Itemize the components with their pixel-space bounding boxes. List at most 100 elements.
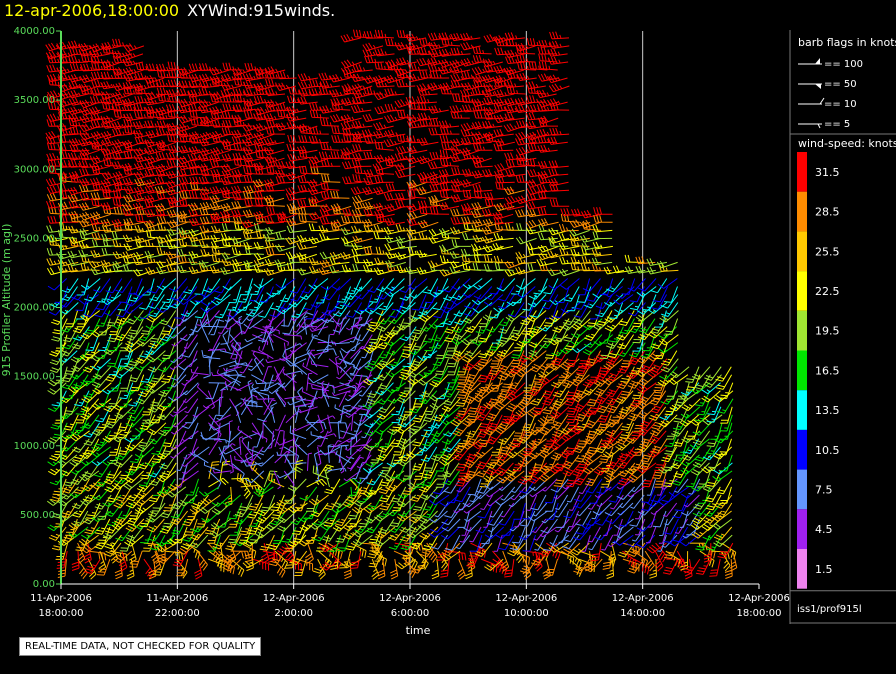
wind-barb xyxy=(426,171,448,181)
wind-barb xyxy=(219,186,241,196)
wind-barb xyxy=(317,451,337,456)
wind-barb xyxy=(521,414,536,432)
wind-barb xyxy=(429,70,450,79)
wind-barb xyxy=(420,422,438,438)
wind-barb xyxy=(62,422,78,439)
wind-barb xyxy=(604,462,624,476)
wind-barb xyxy=(700,542,716,559)
wind-barb xyxy=(414,438,428,456)
wind-barb xyxy=(175,382,188,399)
wind-barb xyxy=(144,120,165,129)
wind-barb xyxy=(390,510,405,527)
wind-barb xyxy=(494,222,514,231)
wind-barb xyxy=(310,294,329,309)
wind-barb xyxy=(539,334,558,349)
wind-barb xyxy=(636,286,657,298)
wind-barb xyxy=(395,224,416,232)
wind-barb xyxy=(123,217,144,227)
wind-barb xyxy=(508,494,525,508)
wind-barb xyxy=(230,558,245,577)
wind-barb xyxy=(336,310,351,325)
wind-barb xyxy=(584,551,593,572)
wind-barb xyxy=(527,136,548,145)
wind-barb xyxy=(156,470,177,483)
wind-barb xyxy=(319,259,341,268)
wind-barb xyxy=(338,384,358,392)
wind-barb xyxy=(92,366,112,380)
wind-barb xyxy=(713,526,733,541)
wind-barb xyxy=(438,32,459,41)
wind-barb xyxy=(231,114,253,123)
wind-barb xyxy=(568,510,580,528)
wind-barb xyxy=(47,90,68,99)
wind-barb xyxy=(264,99,286,108)
wind-barb xyxy=(276,451,296,456)
wind-barb xyxy=(178,227,199,235)
wind-barb xyxy=(494,454,514,467)
wind-barb xyxy=(285,192,307,201)
wind-barb xyxy=(334,294,352,310)
wind-barb xyxy=(447,334,460,352)
wind-barb xyxy=(321,174,341,183)
wind-barb xyxy=(143,558,155,580)
wind-barb xyxy=(114,446,134,461)
speed-legend-item: 28.5 xyxy=(797,191,840,232)
wind-barb xyxy=(525,120,547,130)
wind-barb xyxy=(203,358,211,379)
wind-barb xyxy=(320,558,340,571)
wind-barb xyxy=(485,366,504,381)
wind-barb xyxy=(391,374,405,392)
wind-barb xyxy=(635,310,656,322)
wind-barb xyxy=(373,510,394,522)
wind-barb xyxy=(636,382,657,394)
wind-barb xyxy=(565,518,581,533)
wind-barb xyxy=(309,326,329,332)
wind-barb xyxy=(205,307,210,327)
wind-barb xyxy=(494,262,514,271)
wind-barb xyxy=(165,179,187,189)
wind-barb xyxy=(138,382,156,398)
wind-barb xyxy=(266,286,287,298)
wind-barb xyxy=(160,462,177,478)
wind-barb xyxy=(103,542,122,557)
wind-barb xyxy=(137,454,155,470)
wind-barb xyxy=(121,139,143,149)
wind-barb xyxy=(238,294,253,311)
wind-barb xyxy=(253,278,274,289)
wind-barb xyxy=(81,478,101,492)
wind-barb xyxy=(297,206,317,215)
wind-barb xyxy=(139,294,155,310)
wind-barb xyxy=(88,260,110,269)
wind-barb xyxy=(528,61,548,71)
wind-barb xyxy=(259,286,274,303)
wind-barb xyxy=(203,342,221,358)
wind-barb xyxy=(140,462,155,480)
wind-barb xyxy=(532,366,548,383)
wind-barb xyxy=(406,217,428,226)
wind-barb xyxy=(547,48,568,57)
wind-barb xyxy=(453,302,471,317)
wind-barb xyxy=(584,326,602,341)
wind-barb xyxy=(416,83,438,92)
wind-barb xyxy=(134,235,156,244)
wind-barb xyxy=(80,374,100,387)
wind-barb xyxy=(417,350,438,361)
wind-barb xyxy=(144,168,165,177)
wind-barb xyxy=(187,89,209,98)
wind-barb xyxy=(396,510,417,522)
wind-barb xyxy=(207,526,220,544)
wind-barb xyxy=(635,256,656,265)
wind-barb xyxy=(367,294,384,310)
wind-barb xyxy=(627,406,645,422)
wind-barb xyxy=(453,406,472,421)
wind-barb xyxy=(432,366,449,383)
wind-barb xyxy=(118,286,133,303)
wind-barb xyxy=(674,390,690,407)
wind-barb xyxy=(418,390,438,405)
wind-barb xyxy=(496,470,516,484)
wind-barb xyxy=(596,310,613,326)
wind-barb xyxy=(251,374,267,391)
wind-barb xyxy=(317,382,335,394)
wind-barb xyxy=(177,98,199,108)
wind-barb xyxy=(122,202,143,211)
